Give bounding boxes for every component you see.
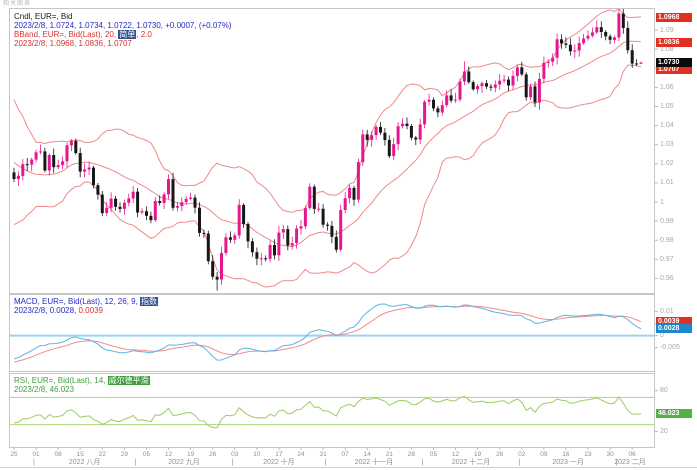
day-tick-label: 05 (429, 451, 438, 458)
time-axis[interactable]: 25 01 08 15 22 29 05 12 19 26 03 10 17 24 31 07 14 21 28 05… (0, 449, 697, 467)
day-tick-label: 31 (319, 451, 327, 458)
day-tick-label: 28 (407, 451, 416, 458)
month-separator: | (324, 459, 327, 466)
day-tick-label: 03 (231, 451, 239, 458)
legend-bband: BBand, EUR=, Bid(Last), 20, 简单, 2.0 (14, 30, 152, 39)
price-axis-tick: 0.99 (660, 217, 674, 225)
day-tick-label: 10 (253, 451, 261, 458)
rsi-pane[interactable] (9, 373, 655, 448)
macd-axis-tick: -0.005 (660, 344, 680, 352)
bollinger-mid-line (13, 40, 642, 248)
rsi-axis-tick: 20 (660, 427, 668, 435)
macd-signal-badge: 0.0039 (656, 317, 692, 327)
bottom-divider (0, 467, 697, 468)
day-tick-label: 23 (584, 451, 592, 458)
day-tick-label: 30 (606, 451, 614, 458)
macd-axis-tick: 0.01 (660, 308, 674, 316)
month-label: 2022 十二月 (451, 459, 491, 466)
price-axis-tick: 1.06 (660, 83, 674, 91)
bband-mid-badge: 1.0836 (656, 37, 692, 47)
rsi-legend: RSI, EUR=, Bid(Last), 14, 威尔德平滑 2023/2/8… (14, 376, 150, 394)
price-axis-tick: 0.98 (660, 236, 674, 244)
day-tick-label: 15 (76, 451, 84, 458)
macd-signal-line (13, 305, 642, 363)
day-tick-label: 06 (628, 451, 636, 458)
legend-ohlc-values: 2023/2/8, 1.0724, 1.0734, 1.0722, 1.0730… (14, 21, 232, 30)
day-tick-label: 21 (385, 451, 393, 458)
month-label: 2022 九月 (168, 459, 200, 466)
price-axis-tick: 1.02 (660, 160, 674, 168)
bband-lower-badge: 1.0707 (656, 65, 692, 75)
legend-bband-values: 2023/2/8, 1.0968, 1.0836, 1.0707 (14, 39, 132, 48)
day-tick-label: 09 (540, 451, 548, 458)
price-axis-tick: 1.04 (660, 122, 674, 130)
price-axis-tick: 1.09 (660, 26, 674, 34)
bband-upper-badge: 1.0968 (656, 12, 692, 22)
month-label: 2022 十一月 (354, 459, 394, 466)
rsi-line (13, 395, 642, 429)
day-tick-label: 19 (474, 451, 482, 458)
month-label: 2023 一月 (552, 459, 584, 466)
rsi-axis-tick: 80 (660, 387, 668, 395)
legend-macd-values: 2023/2/8, 0.0028, 0.0039 (14, 306, 103, 315)
month-label: 2022 十月 (263, 459, 295, 466)
price-pane[interactable] (9, 8, 655, 294)
month-separator: | (231, 459, 234, 466)
day-tick-label: 12 (164, 451, 173, 458)
macd-legend: MACD, EUR=, Bid(Last), 12, 26, 9, 指数 202… (14, 297, 159, 315)
day-tick-label: 07 (341, 451, 349, 458)
price-plot (12, 9, 643, 291)
rsi-plot (10, 395, 654, 429)
macd-plot (10, 303, 654, 363)
bband-type-highlight[interactable]: 简单 (118, 30, 137, 39)
candlestick-series (12, 9, 643, 291)
month-separator: | (615, 459, 618, 466)
legend-macd-params: MACD, EUR=, Bid(Last), 12, 26, 9, 指数 (14, 297, 159, 306)
last-price-badge: 1.0730 (656, 58, 692, 68)
price-axis-tick: 0.96 (660, 274, 674, 282)
day-tick-label: 17 (275, 451, 283, 458)
bollinger-lower-line (13, 64, 642, 288)
macd-axis-tick: 0 (660, 332, 664, 340)
day-tick-label: 02 (518, 451, 526, 458)
day-tick-label: 29 (120, 451, 128, 458)
day-tick-label: 26 (209, 451, 217, 458)
price-axis-tick: 1.03 (660, 141, 674, 149)
top-caption: 相关图表 (3, 1, 32, 7)
month-separator: | (134, 459, 137, 466)
macd-type-highlight[interactable]: 指数 (140, 297, 159, 306)
day-tick-label: 14 (363, 451, 371, 458)
month-label: 2023 二月 (614, 459, 646, 466)
price-axis-tick: 1.05 (660, 103, 674, 110)
rsi-value-badge: 46.023 (656, 409, 692, 419)
day-tick-label: 16 (562, 451, 570, 458)
day-tick-label: 26 (496, 451, 504, 458)
bollinger-upper-line (13, 9, 642, 213)
price-axis-tick: 1.08 (660, 45, 674, 53)
legend-rsi-values: 2023/2/8, 46.023 (14, 385, 75, 394)
day-tick-label: 01 (32, 451, 40, 458)
price-axis-tick: 0.97 (660, 255, 674, 263)
month-separator: | (421, 459, 424, 466)
day-tick-label: 22 (98, 451, 106, 458)
month-separator: | (518, 459, 521, 466)
price-legend: Cndl, EUR=, Bid 2023/2/8, 1.0724, 1.0734… (14, 12, 232, 48)
macd-line (13, 303, 642, 361)
rsi-type-highlight[interactable]: 威尔德平滑 (107, 376, 150, 385)
month-separator: | (32, 459, 35, 466)
price-axis-tick: 1.01 (660, 179, 674, 187)
legend-rsi-params: RSI, EUR=, Bid(Last), 14, 威尔德平滑 (14, 376, 150, 385)
month-label: 2022 八月 (68, 459, 101, 466)
day-tick-label: 25 (10, 451, 18, 458)
price-axis-tick: 1 (660, 198, 664, 206)
legend-instrument: Cndl, EUR=, Bid (14, 12, 73, 21)
macd-value-badge: 0.0028 (656, 324, 692, 334)
day-tick-label: 24 (297, 451, 305, 458)
day-tick-label: 12 (451, 451, 460, 458)
day-tick-label: 08 (54, 451, 62, 458)
day-tick-label: 05 (142, 451, 151, 458)
day-tick-label: 19 (186, 451, 195, 458)
